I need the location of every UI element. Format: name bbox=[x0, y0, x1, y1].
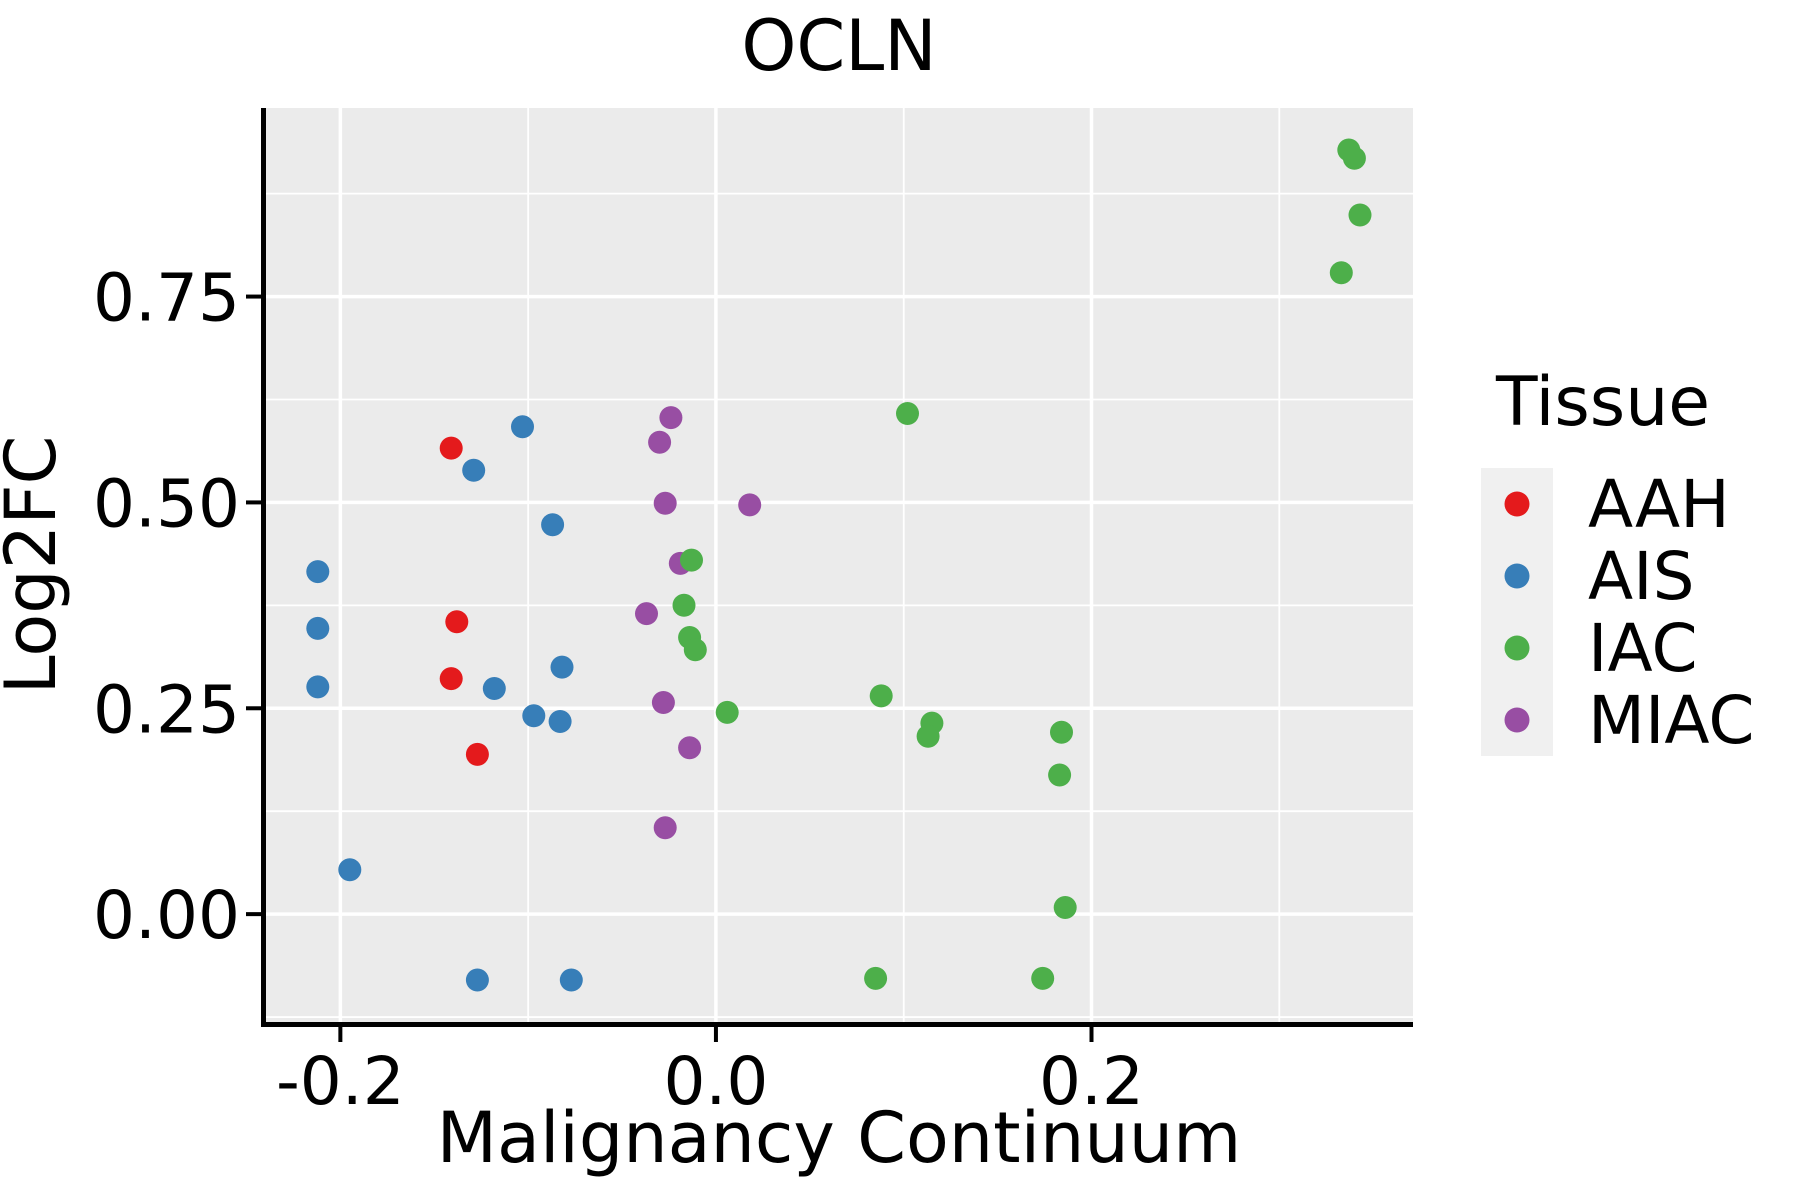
data-point-miac bbox=[738, 493, 762, 517]
x-tick-label: 0.0 bbox=[663, 1043, 768, 1120]
data-point-ais bbox=[522, 704, 546, 728]
data-point-miac bbox=[653, 491, 677, 515]
data-point-miac bbox=[659, 406, 683, 430]
data-point-iac bbox=[1031, 966, 1055, 990]
x-tick-label: 0.2 bbox=[1039, 1043, 1144, 1120]
legend-key-dot-iac bbox=[1504, 635, 1530, 661]
data-point-ais bbox=[465, 968, 489, 992]
plot-panel bbox=[266, 108, 1413, 1022]
data-point-iac bbox=[672, 593, 696, 617]
data-point-iac bbox=[869, 684, 893, 708]
data-point-iac bbox=[683, 638, 707, 662]
data-point-miac bbox=[648, 430, 672, 454]
x-axis-label: Malignancy Continuum bbox=[437, 1097, 1242, 1179]
legend-key-dot-miac bbox=[1504, 707, 1530, 733]
data-point-iac bbox=[1329, 261, 1353, 285]
data-point-ais bbox=[306, 616, 330, 640]
data-point-iac bbox=[715, 700, 739, 724]
data-point-ais bbox=[548, 710, 572, 733]
data-point-iac bbox=[864, 966, 888, 990]
data-point-ais bbox=[306, 560, 330, 584]
data-point-ais bbox=[511, 415, 534, 439]
data-point-aah bbox=[445, 610, 469, 634]
x-tick-label: -0.2 bbox=[276, 1043, 405, 1120]
legend-label-ais: AIS bbox=[1588, 538, 1695, 615]
minor-gridlines bbox=[266, 108, 1413, 1022]
data-point-miac bbox=[653, 816, 677, 840]
legend-label-iac: IAC bbox=[1588, 610, 1698, 687]
data-point-ais bbox=[306, 675, 330, 699]
axis-ticks-layer bbox=[246, 294, 1094, 1042]
legend-key-dot-aah bbox=[1504, 491, 1530, 517]
data-point-aah bbox=[439, 436, 463, 460]
data-point-ais bbox=[559, 968, 583, 992]
axis-lines-layer bbox=[261, 108, 1413, 1027]
data-points-layer bbox=[306, 138, 1372, 992]
legend-label-aah: AAH bbox=[1588, 466, 1730, 543]
data-point-miac bbox=[651, 691, 675, 714]
data-point-iac bbox=[1048, 763, 1072, 787]
data-point-miac bbox=[678, 736, 702, 760]
major-gridlines bbox=[266, 108, 1413, 1022]
legend-title: Tissue bbox=[1495, 363, 1710, 442]
tick-labels-layer: -0.2 0.0 0.2 0.00 0.25 0.50 0.75 bbox=[93, 260, 1144, 1120]
data-point-iac bbox=[896, 402, 919, 425]
data-point-ais bbox=[541, 513, 565, 537]
legend-key-dot-ais bbox=[1504, 563, 1530, 589]
data-point-aah bbox=[465, 742, 489, 766]
y-tick-label: 0.75 bbox=[93, 260, 240, 337]
y-axis-label: Log2FC bbox=[0, 436, 72, 695]
data-point-iac bbox=[1053, 896, 1077, 919]
data-point-iac bbox=[680, 548, 703, 572]
data-point-iac bbox=[1050, 720, 1073, 744]
y-tick-label: 0.00 bbox=[93, 877, 240, 954]
data-point-ais bbox=[338, 858, 362, 882]
legend-label-miac: MIAC bbox=[1588, 682, 1754, 759]
data-point-ais bbox=[462, 458, 486, 482]
y-tick-label: 0.25 bbox=[93, 671, 240, 748]
data-point-ais bbox=[482, 677, 506, 700]
data-point-iac bbox=[916, 724, 940, 748]
data-point-iac bbox=[1342, 146, 1366, 170]
data-point-ais bbox=[550, 655, 574, 679]
plot-title: OCLN bbox=[741, 5, 936, 87]
y-tick-label: 0.50 bbox=[93, 465, 240, 542]
data-point-aah bbox=[439, 667, 463, 691]
data-point-miac bbox=[635, 602, 658, 626]
data-point-iac bbox=[1348, 203, 1372, 227]
